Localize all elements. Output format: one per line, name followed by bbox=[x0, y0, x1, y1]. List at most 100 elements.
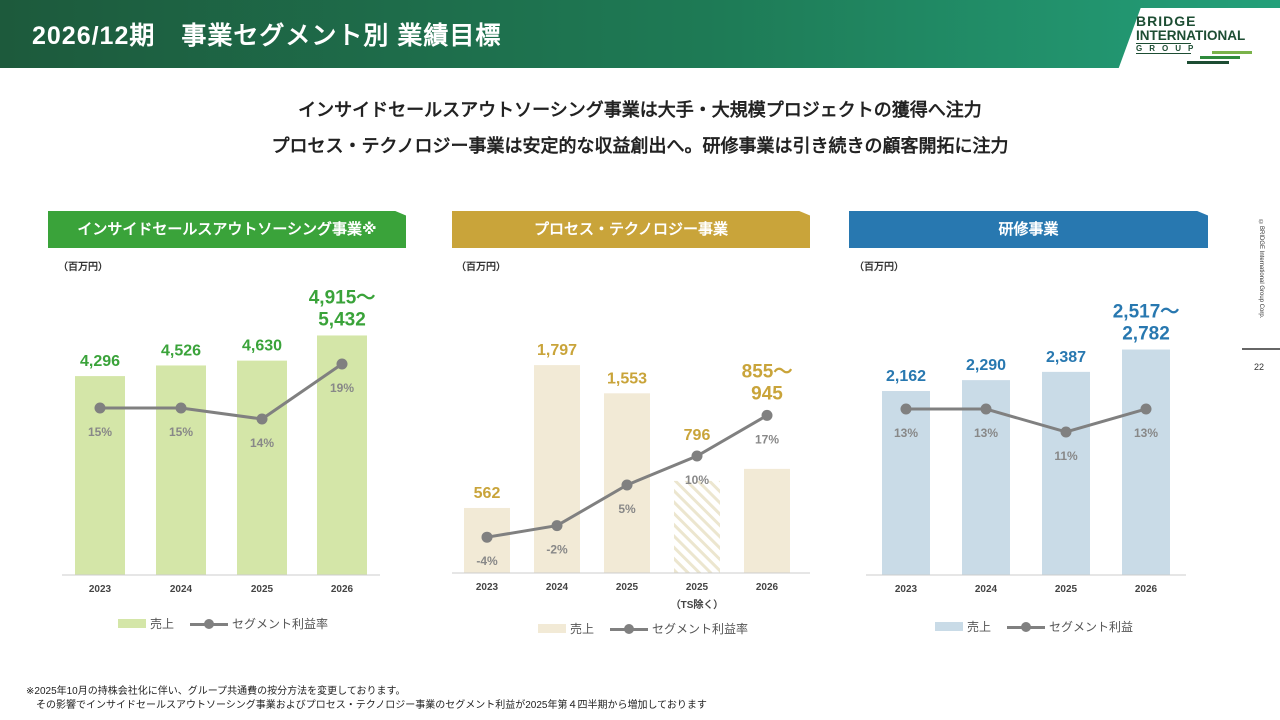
margin-label: 10% bbox=[685, 473, 709, 487]
x-tick-label: 2024 bbox=[975, 584, 998, 595]
lead-line-2: プロセス・テクノロジー事業は安定的な収益創出へ。研修事業は引き続きの顧客開拓に注… bbox=[271, 136, 1009, 156]
segment-header-training: 研修事業 bbox=[849, 211, 1208, 248]
segment-header-process-tech: プロセス・テクノロジー事業 bbox=[452, 211, 810, 248]
page-number: 22 bbox=[1254, 362, 1265, 372]
value-label: 562 bbox=[474, 485, 501, 502]
sales-bar bbox=[1042, 371, 1090, 575]
value-label: 1,797 bbox=[537, 342, 577, 359]
margin-label: 17% bbox=[755, 432, 779, 446]
sales-bar bbox=[674, 480, 720, 573]
legend-bar-swatch bbox=[118, 619, 146, 628]
legend-line-marker bbox=[610, 623, 649, 634]
margin-point bbox=[551, 520, 563, 532]
margin-label: 13% bbox=[894, 426, 918, 440]
margin-point bbox=[691, 450, 703, 462]
x-tick-label: 2025 bbox=[1055, 584, 1078, 595]
margin-point bbox=[94, 402, 106, 414]
legend-line-marker bbox=[1007, 621, 1046, 632]
legend-line-marker bbox=[190, 618, 229, 629]
sales-bar bbox=[237, 360, 287, 575]
margin-label: 15% bbox=[88, 425, 112, 439]
legend-label: セグメント利益 bbox=[1049, 620, 1134, 634]
margin-point bbox=[621, 479, 633, 491]
margin-point bbox=[336, 358, 348, 370]
value-label: 2,517～ bbox=[1113, 302, 1180, 323]
margin-label: 14% bbox=[250, 436, 274, 450]
legend: 売上 セグメント利益率 bbox=[118, 615, 328, 632]
x-tick-label: （TS除く） bbox=[671, 598, 724, 611]
value-label: 2,782 bbox=[1122, 324, 1170, 345]
value-label: 2,290 bbox=[966, 357, 1006, 374]
margin-line bbox=[100, 362, 343, 421]
x-tick-label: 2023 bbox=[89, 584, 112, 595]
divider bbox=[1242, 348, 1280, 350]
value-label: 4,296 bbox=[80, 353, 120, 370]
legend: 売上 セグメント利益 bbox=[935, 618, 1133, 635]
company-logo: BRIDGE INTERNATIONAL GROUP bbox=[1136, 13, 1246, 54]
x-tick-label: 2024 bbox=[546, 582, 569, 593]
margin-point bbox=[1060, 426, 1072, 438]
legend-bar-swatch bbox=[935, 622, 963, 631]
margin-point bbox=[1140, 403, 1152, 415]
legend-label: セグメント利益率 bbox=[232, 617, 329, 631]
margin-point bbox=[256, 413, 268, 425]
logo-stripe bbox=[1212, 51, 1252, 54]
sales-bar bbox=[1122, 349, 1170, 575]
unit-label: （百万円） bbox=[456, 262, 506, 273]
logo-background bbox=[1118, 8, 1280, 70]
margin-label: 19% bbox=[330, 381, 354, 395]
x-tick-label: 2025 bbox=[686, 582, 709, 593]
unit-label: （百万円） bbox=[58, 262, 108, 273]
legend-label: 売上 bbox=[150, 617, 175, 631]
x-tick-label: 2025 bbox=[616, 582, 639, 593]
value-label: 5,432 bbox=[318, 309, 366, 330]
logo-stripe bbox=[1187, 61, 1229, 64]
x-tick-label: 2023 bbox=[895, 584, 918, 595]
legend-label: 売上 bbox=[570, 622, 595, 636]
margin-label: -4% bbox=[476, 554, 498, 568]
sales-bar bbox=[317, 335, 367, 575]
margin-label: 13% bbox=[974, 426, 998, 440]
lead-line-1: インサイドセールスアウトソーシング事業は大手・大規模プロジェクトの獲得へ注力 bbox=[298, 100, 982, 120]
margin-line bbox=[906, 407, 1147, 434]
unit-label: （百万円） bbox=[854, 262, 904, 273]
value-label: 796 bbox=[684, 427, 711, 444]
segment-header-inside-sales: インサイドセールスアウトソーシング事業※ bbox=[48, 211, 406, 248]
value-label: 855～ bbox=[742, 361, 793, 382]
legend-bar-swatch bbox=[538, 624, 566, 633]
legend: 売上 セグメント利益率 bbox=[538, 620, 748, 637]
sales-bar bbox=[534, 365, 580, 573]
page-title: 2026/12期 事業セグメント別 業績目標 bbox=[32, 22, 502, 50]
value-label: 4,630 bbox=[242, 338, 282, 355]
margin-point bbox=[900, 403, 912, 415]
margin-label: 13% bbox=[1134, 426, 1158, 440]
sales-bar bbox=[882, 391, 930, 575]
footnote-1: ※2025年10月の持株会社化に伴い、グループ共通費の按分方法を変更しております… bbox=[26, 686, 406, 697]
x-tick-label: 2024 bbox=[170, 584, 193, 595]
x-tick-label: 2023 bbox=[476, 582, 499, 593]
margin-label: 11% bbox=[1054, 449, 1078, 463]
value-label: 1,553 bbox=[607, 370, 647, 387]
legend-label: 売上 bbox=[967, 620, 992, 634]
margin-point bbox=[481, 531, 493, 543]
value-label: 2,162 bbox=[886, 368, 926, 385]
x-tick-label: 2026 bbox=[756, 582, 779, 593]
margin-point bbox=[761, 409, 773, 421]
header-bar: 2026/12期 事業セグメント別 業績目標 bbox=[0, 0, 1280, 68]
value-label: 945 bbox=[751, 383, 783, 404]
x-tick-label: 2025 bbox=[251, 584, 274, 595]
margin-point bbox=[175, 402, 187, 414]
footnote-2: その影響でインサイドセールスアウトソーシング事業およびプロセス・テクノロジー事業… bbox=[26, 700, 707, 711]
copyright: ©BRIDGE International Group Corp. bbox=[1258, 220, 1264, 319]
margin-point bbox=[980, 403, 992, 415]
value-label: 4,915～ bbox=[309, 287, 376, 308]
value-label: 2,387 bbox=[1046, 349, 1086, 366]
x-tick-label: 2026 bbox=[331, 584, 354, 595]
margin-label: 5% bbox=[618, 502, 636, 516]
x-tick-label: 2026 bbox=[1135, 584, 1158, 595]
sales-bar bbox=[156, 365, 206, 575]
value-label: 4,526 bbox=[161, 342, 201, 359]
sales-bar bbox=[744, 468, 790, 573]
logo-stripe bbox=[1200, 56, 1240, 59]
legend-label: セグメント利益率 bbox=[652, 622, 749, 636]
